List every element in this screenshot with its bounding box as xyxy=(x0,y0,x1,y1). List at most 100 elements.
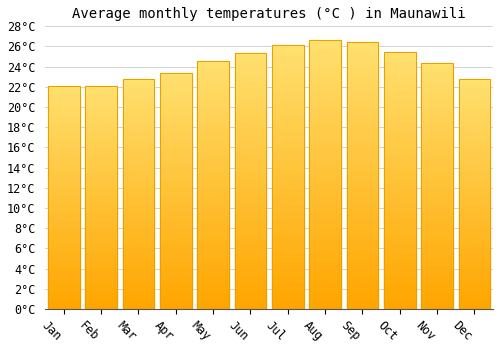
Bar xyxy=(48,113,80,117)
Bar xyxy=(421,171,453,176)
Bar xyxy=(198,76,229,80)
Bar xyxy=(234,89,266,93)
Bar xyxy=(346,96,378,101)
Bar xyxy=(198,264,229,269)
Bar xyxy=(198,160,229,165)
Bar xyxy=(346,288,378,293)
Bar xyxy=(421,215,453,220)
Bar xyxy=(160,243,192,247)
Bar xyxy=(198,299,229,304)
Bar xyxy=(309,191,341,196)
Bar xyxy=(160,300,192,304)
Bar xyxy=(86,197,117,202)
Bar xyxy=(122,249,154,254)
Bar xyxy=(198,105,229,110)
Bar xyxy=(198,100,229,105)
Bar xyxy=(86,153,117,157)
Bar xyxy=(421,235,453,240)
Bar xyxy=(86,95,117,99)
Bar xyxy=(198,250,229,254)
Bar xyxy=(384,304,416,309)
Bar xyxy=(384,93,416,98)
Bar xyxy=(272,167,304,172)
Bar xyxy=(346,154,378,160)
Bar xyxy=(384,72,416,77)
Bar xyxy=(48,220,80,224)
Bar xyxy=(346,53,378,58)
Bar xyxy=(122,180,154,185)
Bar xyxy=(122,97,154,102)
Bar xyxy=(421,156,453,161)
Bar xyxy=(272,230,304,235)
Bar xyxy=(48,296,80,300)
Bar xyxy=(384,278,416,283)
Bar xyxy=(86,184,117,189)
Bar xyxy=(198,80,229,85)
Bar xyxy=(234,222,266,227)
Bar xyxy=(346,144,378,149)
Bar xyxy=(86,269,117,273)
Bar xyxy=(384,242,416,247)
Bar xyxy=(272,182,304,188)
Bar xyxy=(122,258,154,263)
Bar xyxy=(272,56,304,61)
Bar xyxy=(86,251,117,256)
Bar xyxy=(48,86,80,309)
Bar xyxy=(86,273,117,278)
Bar xyxy=(234,273,266,278)
Bar xyxy=(384,51,416,57)
Bar xyxy=(309,293,341,298)
Bar xyxy=(48,180,80,184)
Bar xyxy=(421,107,453,112)
Bar xyxy=(86,144,117,148)
Bar xyxy=(198,85,229,90)
Bar xyxy=(384,88,416,93)
Bar xyxy=(421,166,453,171)
Bar xyxy=(122,245,154,249)
Bar xyxy=(346,250,378,256)
Bar xyxy=(458,249,490,254)
Bar xyxy=(48,104,80,108)
Bar xyxy=(48,189,80,193)
Bar xyxy=(384,154,416,160)
Bar xyxy=(48,246,80,251)
Bar xyxy=(272,46,304,309)
Bar xyxy=(384,180,416,186)
Bar xyxy=(421,250,453,255)
Bar xyxy=(160,271,192,276)
Bar xyxy=(309,99,341,105)
Bar xyxy=(458,231,490,235)
Bar xyxy=(234,124,266,130)
Bar xyxy=(458,175,490,180)
Bar xyxy=(234,196,266,201)
Bar xyxy=(346,234,378,240)
Bar xyxy=(234,211,266,217)
Bar xyxy=(86,291,117,296)
Bar xyxy=(458,254,490,258)
Bar xyxy=(160,172,192,177)
Bar xyxy=(421,285,453,289)
Bar xyxy=(48,86,80,90)
Bar xyxy=(122,268,154,272)
Bar xyxy=(272,114,304,119)
Bar xyxy=(421,260,453,265)
Bar xyxy=(86,180,117,184)
Bar xyxy=(309,223,341,229)
Bar xyxy=(198,195,229,200)
Bar xyxy=(48,162,80,166)
Bar xyxy=(272,146,304,151)
Bar xyxy=(458,272,490,277)
Bar xyxy=(160,266,192,271)
Bar xyxy=(309,62,341,67)
Bar xyxy=(272,209,304,214)
Bar xyxy=(309,186,341,191)
Bar xyxy=(421,141,453,146)
Bar xyxy=(421,112,453,117)
Bar xyxy=(421,72,453,77)
Bar xyxy=(198,140,229,145)
Bar xyxy=(160,92,192,96)
Bar xyxy=(458,106,490,111)
Bar xyxy=(346,101,378,106)
Bar xyxy=(384,201,416,206)
Bar xyxy=(122,79,154,309)
